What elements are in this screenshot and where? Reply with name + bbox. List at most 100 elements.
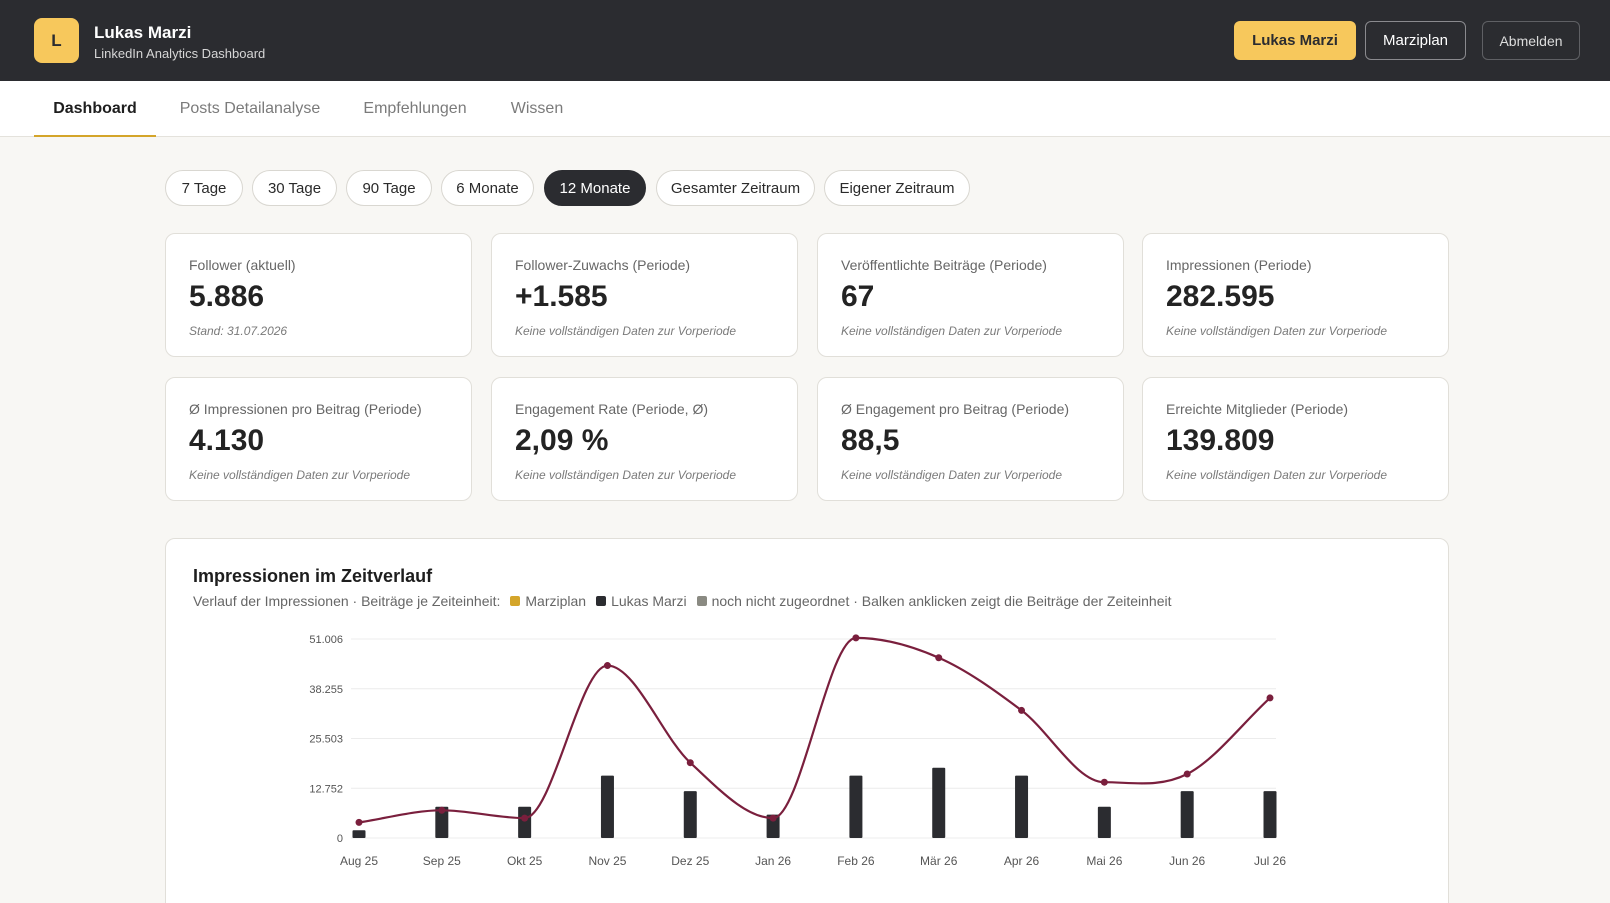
impressions-point [1018, 706, 1026, 714]
x-tick-label: Mär 26 [920, 854, 958, 868]
x-tick-label: Aug 25 [340, 854, 378, 868]
y-tick-label: 51.006 [309, 634, 343, 646]
kpi-note: Keine vollständigen Daten zur Vorperiode [841, 324, 1063, 338]
range-12-monate[interactable]: 12 Monate [544, 170, 646, 206]
range-gesamter-zeitraum[interactable]: Gesamter Zeitraum [656, 170, 815, 206]
posts-bar[interactable] [849, 775, 863, 838]
kpi-card-impressionen-pro-beitrag: Ø Impressionen pro Beitrag (Periode) 4.1… [165, 377, 472, 501]
kpi-value: +1.585 [515, 280, 608, 313]
kpi-note: Keine vollständigen Daten zur Vorperiode [1166, 468, 1388, 482]
kpi-label: Erreichte Mitglieder (Periode) [1166, 401, 1349, 417]
posts-bar[interactable] [1180, 791, 1194, 838]
kpi-label: Ø Impressionen pro Beitrag (Periode) [189, 401, 422, 417]
range-6-monate[interactable]: 6 Monate [441, 170, 534, 206]
y-tick-label: 25.503 [309, 734, 343, 746]
impressions-chart-card: Impressionen im Zeitverlauf Verlauf der … [165, 538, 1449, 903]
posts-bar[interactable] [1097, 806, 1111, 838]
kpi-value: 67 [841, 280, 875, 313]
impressions-point [686, 759, 694, 767]
impressions-point [1100, 778, 1108, 786]
impressions-point [438, 806, 446, 814]
kpi-label: Veröffentlichte Beiträge (Periode) [841, 257, 1047, 273]
main-tabs: Dashboard Posts Detailanalyse Empfehlung… [0, 81, 1610, 137]
kpi-card-follower: Follower (aktuell) 5.886 Stand: 31.07.20… [165, 233, 472, 357]
kpi-card-engagement-rate: Engagement Rate (Periode, Ø) 2,09 % Kein… [491, 377, 798, 501]
impressions-point [603, 662, 611, 670]
impressions-point [935, 654, 943, 662]
impressions-point [1183, 770, 1191, 778]
range-30-tage[interactable]: 30 Tage [252, 170, 337, 206]
user-name: Lukas Marzi [94, 23, 192, 42]
lukas-marzi-button[interactable]: Lukas Marzi [1234, 21, 1356, 60]
kpi-value: 2,09 % [515, 424, 609, 457]
x-tick-label: Dez 25 [671, 854, 709, 868]
kpi-card-impressionen: Impressionen (Periode) 282.595 Keine vol… [1142, 233, 1449, 357]
kpi-label: Ø Engagement pro Beitrag (Periode) [841, 401, 1070, 417]
y-tick-label: 0 [337, 833, 343, 845]
y-tick-label: 12.752 [309, 783, 343, 795]
app-subtitle: LinkedIn Analytics Dashboard [94, 46, 266, 61]
kpi-note: Keine vollständigen Daten zur Vorperiode [841, 468, 1063, 482]
kpi-card-erreichte-mitglieder: Erreichte Mitglieder (Periode) 139.809 K… [1142, 377, 1449, 501]
kpi-note: Keine vollständigen Daten zur Vorperiode [515, 468, 737, 482]
range-90-tage[interactable]: 90 Tage [346, 170, 432, 206]
kpi-card-follower-zuwachs: Follower-Zuwachs (Periode) +1.585 Keine … [491, 233, 798, 357]
legend-label-unassigned: noch nicht zugeordnet · Balken anklicken… [711, 593, 1172, 609]
kpi-value: 139.809 [1166, 424, 1275, 457]
legend-label-lukas-marzi: Lukas Marzi [611, 593, 687, 609]
posts-bar[interactable] [518, 806, 532, 838]
posts-bar[interactable] [766, 814, 780, 838]
kpi-note: Stand: 31.07.2026 [189, 324, 288, 338]
x-tick-label: Nov 25 [588, 854, 626, 868]
kpi-note: Keine vollständigen Daten zur Vorperiode [515, 324, 737, 338]
kpi-card-beitraege: Veröffentlichte Beiträge (Periode) 67 Ke… [817, 233, 1124, 357]
impressions-point [1266, 694, 1274, 702]
legend-label-marziplan: Marziplan [525, 593, 587, 609]
tab-dashboard[interactable]: Dashboard [34, 81, 156, 137]
posts-bar[interactable] [1015, 775, 1029, 838]
posts-bar[interactable] [1263, 791, 1277, 838]
impressions-point [769, 814, 777, 822]
kpi-value: 5.886 [189, 280, 265, 313]
kpi-label: Engagement Rate (Periode, Ø) [515, 401, 708, 417]
x-tick-label: Apr 26 [1004, 854, 1040, 868]
posts-bar[interactable] [683, 791, 697, 838]
impressions-point [521, 814, 529, 822]
x-tick-label: Jan 26 [755, 854, 791, 868]
kpi-card-engagement-pro-beitrag: Ø Engagement pro Beitrag (Periode) 88,5 … [817, 377, 1124, 501]
impressions-line [358, 636, 1271, 824]
kpi-label: Follower (aktuell) [189, 257, 296, 273]
legend-swatch-lukas-marzi [596, 596, 607, 606]
posts-bar[interactable] [352, 830, 366, 838]
x-tick-label: Okt 25 [507, 854, 543, 868]
kpi-value: 88,5 [841, 424, 900, 457]
tab-posts-detailanalyse[interactable]: Posts Detailanalyse [179, 100, 321, 117]
x-tick-label: Sep 25 [423, 854, 461, 868]
chart-subtitle: Verlauf der Impressionen · Beiträge je Z… [193, 593, 1172, 609]
kpi-value: 4.130 [189, 424, 265, 457]
posts-bar[interactable] [600, 775, 614, 838]
logout-button[interactable]: Abmelden [1482, 21, 1580, 60]
impressions-point [355, 818, 363, 826]
top-bar: L Lukas Marzi LinkedIn Analytics Dashboa… [0, 0, 1610, 81]
x-tick-label: Feb 26 [837, 854, 875, 868]
tab-wissen[interactable]: Wissen [510, 100, 564, 117]
kpi-value: 282.595 [1166, 280, 1275, 313]
impressions-chart: 0 12.752 25.503 38.255 51.006 Aug 25 Sep 25 Okt… [309, 634, 1286, 868]
x-tick-label: Mai 26 [1086, 854, 1122, 868]
posts-bar[interactable] [435, 806, 449, 838]
kpi-label: Follower-Zuwachs (Periode) [515, 257, 691, 273]
tab-empfehlungen[interactable]: Empfehlungen [363, 100, 467, 117]
marziplan-button[interactable]: Marziplan [1365, 21, 1466, 60]
range-eigener-zeitraum[interactable]: Eigener Zeitraum [824, 170, 970, 206]
x-tick-label: Jun 26 [1169, 854, 1205, 868]
chart-title: Impressionen im Zeitverlauf [193, 566, 433, 586]
kpi-note: Keine vollständigen Daten zur Vorperiode [189, 468, 411, 482]
legend-swatch-unassigned [696, 596, 707, 606]
range-7-tage[interactable]: 7 Tage [165, 170, 243, 206]
y-tick-label: 38.255 [309, 684, 343, 696]
impressions-point [852, 634, 860, 642]
x-tick-label: Jul 26 [1254, 854, 1286, 868]
kpi-note: Keine vollständigen Daten zur Vorperiode [1166, 324, 1388, 338]
posts-bar[interactable] [932, 767, 946, 838]
